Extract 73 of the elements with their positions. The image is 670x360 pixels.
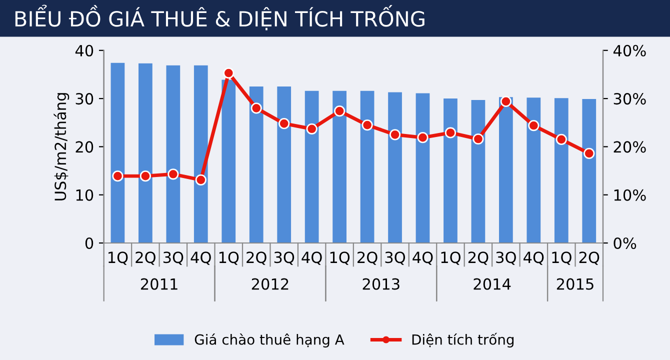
x-tick-label: 1Q [552, 252, 572, 265]
x-tick-label: 4Q [302, 252, 322, 265]
legend-label: Giá chào thuê hạng A [194, 334, 344, 348]
bar [166, 65, 180, 243]
text: 2013 [362, 278, 400, 290]
bar [444, 98, 458, 243]
bar [110, 62, 125, 243]
point [584, 148, 595, 159]
point [223, 67, 234, 79]
bar [416, 93, 430, 243]
point [417, 132, 428, 144]
bar [526, 98, 541, 243]
x-tick-label: 1Q [330, 252, 350, 265]
x-tick-label: 1Q [108, 252, 128, 265]
point [250, 102, 262, 114]
y-tick-label: 10 [76, 189, 94, 201]
point [195, 174, 206, 186]
bar [582, 99, 596, 243]
x-tick-label: 4Q [190, 252, 211, 265]
x-tick-label: 1Q [219, 252, 239, 265]
point [389, 129, 401, 140]
y-tick-label: 30 [76, 93, 94, 105]
x-tick-label: 2Q [358, 252, 378, 265]
legend-label: Diện tích trống [412, 332, 514, 348]
point [444, 127, 456, 138]
x-tick-label: 2Q [579, 252, 600, 265]
x-tick-label: 4Q [524, 252, 544, 265]
x-tick-label: 2Q [468, 252, 488, 265]
text: 2014 [474, 278, 511, 290]
x-tick-label: 3Q [385, 252, 406, 265]
point [556, 134, 567, 146]
bar [138, 63, 152, 243]
point [112, 170, 124, 182]
point [168, 168, 179, 180]
x-tick-label: 3Q [274, 252, 294, 265]
point [278, 118, 290, 130]
point [362, 119, 373, 131]
bar [222, 80, 236, 243]
bar [499, 97, 513, 243]
text: 2011 [140, 278, 178, 290]
bar [360, 90, 374, 243]
point [334, 106, 346, 117]
bar [194, 65, 208, 243]
point [472, 133, 484, 145]
y2-tick-label: 40% [613, 44, 646, 56]
bar [471, 100, 486, 243]
y-tick-label: 40 [75, 44, 94, 56]
y2-tick-label: 10% [614, 189, 646, 201]
x-tick-label: 3Q [163, 252, 184, 265]
point [306, 123, 318, 134]
point [140, 170, 151, 182]
y-tick-label: 0 [85, 237, 94, 250]
y-tick-label: 20 [76, 141, 94, 153]
bar [554, 98, 568, 243]
text: 2015 [556, 278, 594, 290]
y2-tick-label: 20% [614, 141, 646, 153]
chart-title: BIỂU ĐỒ GIÁ THUÊ & DIỆN TÍCH TRỐNG [15, 4, 424, 30]
x-tick-label: 4Q [412, 252, 433, 265]
bar [249, 86, 264, 243]
x-tick-label: 2Q [136, 252, 156, 265]
y2-tick-label: 30% [614, 93, 646, 105]
y-axis-title: US$/m2/tháng [54, 93, 70, 200]
bar [388, 92, 402, 243]
point [500, 96, 512, 107]
point [528, 120, 540, 132]
x-tick-label: 3Q [496, 252, 516, 265]
bar [277, 86, 292, 243]
x-tick-label: 1Q [441, 252, 460, 265]
bar [332, 90, 346, 243]
text: 2012 [252, 278, 288, 290]
x-tick-label: 2Q [246, 252, 266, 265]
y2-tick-label: 0% [614, 237, 636, 250]
bar [304, 90, 319, 243]
